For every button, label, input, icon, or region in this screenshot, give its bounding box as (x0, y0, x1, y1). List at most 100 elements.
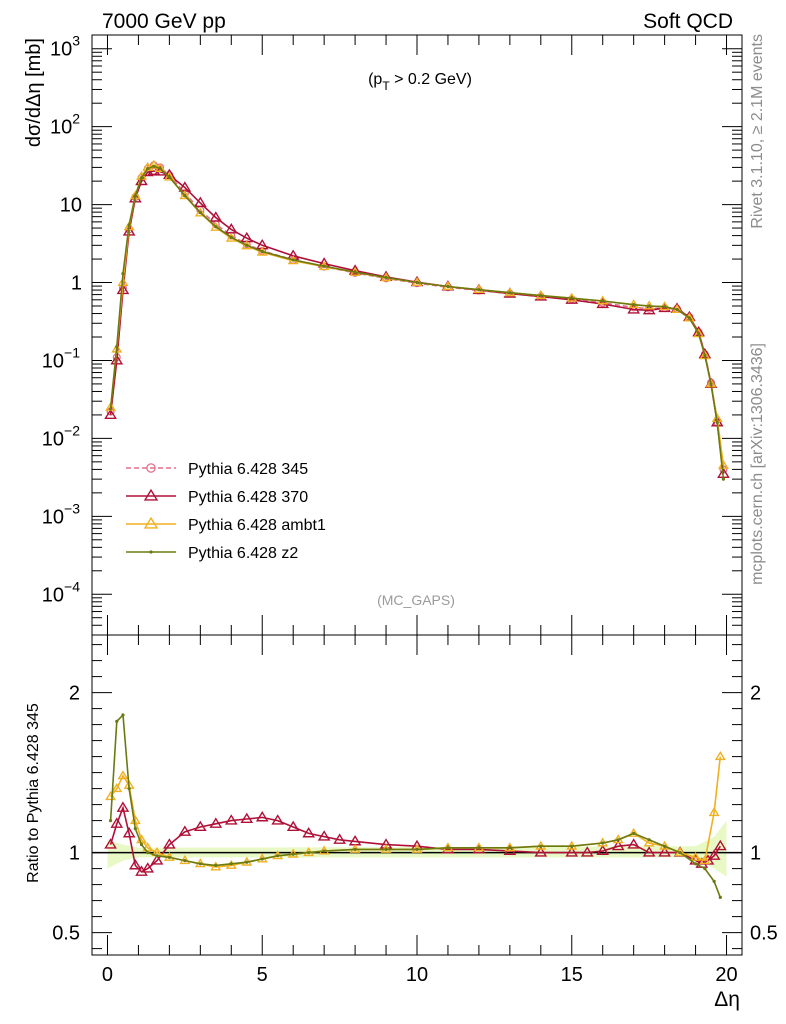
ratio-series-2 (108, 713, 722, 900)
series-point (718, 895, 722, 900)
series-point (627, 303, 641, 314)
series-point (580, 846, 594, 857)
series-point (116, 283, 130, 295)
series-point (708, 807, 720, 817)
series-point (115, 345, 119, 349)
series-point (658, 846, 671, 857)
series-point (663, 305, 667, 309)
series-point (163, 171, 175, 181)
series-point (703, 354, 707, 358)
legend-entry: Pythia 6.428 345 (126, 461, 308, 478)
series-point (302, 827, 316, 838)
series-point (348, 264, 362, 275)
series-point (143, 488, 159, 501)
series-point (133, 194, 137, 198)
series-point (163, 838, 176, 849)
series-point (712, 879, 716, 884)
legend-entry: Pythia 6.428 370 (126, 488, 308, 506)
series-point (703, 867, 707, 871)
series-point (115, 719, 119, 724)
series-point (446, 846, 450, 850)
series-point (198, 210, 202, 215)
main-y-axis-label: dσ/dΔη [mb] (23, 38, 45, 147)
series-point (291, 852, 295, 856)
series-point (193, 820, 207, 832)
series-point (122, 827, 136, 838)
series-point (146, 851, 150, 855)
x-tick-label: 5 (257, 964, 268, 986)
legend-entry: Pythia 6.428 ambt1 (126, 516, 326, 534)
legend-label: Pythia 6.428 z2 (188, 545, 298, 562)
legend: Pythia 6.428 345 Pythia 6.428 370 Pythia 6… (126, 461, 326, 562)
series-point (415, 847, 419, 852)
series-point (155, 854, 159, 858)
series-point (271, 814, 285, 825)
series-point (628, 827, 640, 837)
series-point (117, 276, 129, 287)
series-point (183, 859, 187, 863)
series-point (193, 196, 207, 207)
series-point (616, 838, 620, 842)
series-point (353, 847, 357, 852)
series-point (135, 865, 148, 876)
main-axis-ticks: 10−4 10−3 10−2 10−1 1 10 102 103 (42, 33, 742, 636)
series-point (721, 477, 726, 481)
series-point (121, 713, 125, 717)
series-point (255, 811, 269, 822)
series-point (611, 839, 625, 851)
series-point (143, 516, 159, 529)
series-point (133, 827, 137, 831)
series-point (117, 770, 129, 780)
main-y-tick-label: 10−2 (42, 422, 80, 450)
series-point (139, 176, 144, 180)
series-point (104, 408, 117, 419)
header-right-label: Soft QCD (643, 10, 733, 33)
x-tick-label: 10 (406, 964, 428, 986)
series-point (121, 272, 125, 276)
series-point (627, 838, 641, 849)
series-point (699, 855, 711, 865)
analysis-watermark: (MC_GAPS) (377, 592, 455, 608)
legend-label: Pythia 6.428 345 (188, 461, 308, 478)
main-plot-panel: 10−4 10−3 10−2 10−1 1 10 102 103 dσ/dΔη [mb] (p… (23, 33, 743, 636)
series-point (647, 838, 651, 842)
series-point (240, 812, 254, 824)
series-point (229, 235, 233, 239)
series-point (148, 159, 160, 169)
series-point (596, 844, 610, 856)
series-point (384, 275, 388, 280)
series-3 (108, 164, 726, 481)
legend-entry: Pythia 6.428 z2 (126, 545, 298, 562)
series-point (709, 382, 713, 386)
series-point (317, 830, 331, 841)
series-point (286, 820, 300, 832)
main-y-tick-label: 1 (71, 273, 82, 295)
series-point (108, 819, 113, 823)
ratio-plot-frame (91, 634, 743, 956)
ratio-y-tick-label-right: 1 (750, 843, 761, 865)
ratio-axis-ticks: 0.5 0.51 12 20 5 10 15 20 (52, 635, 778, 986)
series-point (128, 859, 142, 870)
series-point (477, 846, 481, 850)
series-point (714, 751, 726, 761)
series-point (179, 190, 191, 200)
series-point (214, 863, 218, 868)
series-point (642, 846, 656, 857)
series-point (601, 841, 605, 845)
series-point (167, 175, 171, 179)
ratio-y-tick-label: 0.5 (52, 923, 80, 945)
series-point (415, 280, 419, 285)
series-point (122, 225, 136, 236)
main-y-tick-label: 10−3 (42, 500, 80, 528)
series-point (146, 166, 150, 171)
ratio-y-tick-label: 2 (69, 683, 80, 705)
series-point (150, 854, 164, 865)
series-point (697, 332, 701, 336)
main-y-tick-label: 103 (50, 33, 80, 61)
cut-annotation: (pT > 0.2 GeV) (368, 71, 472, 93)
series-point (210, 221, 222, 231)
series-point (108, 407, 113, 411)
series-point (687, 316, 691, 320)
series-point (276, 854, 280, 858)
